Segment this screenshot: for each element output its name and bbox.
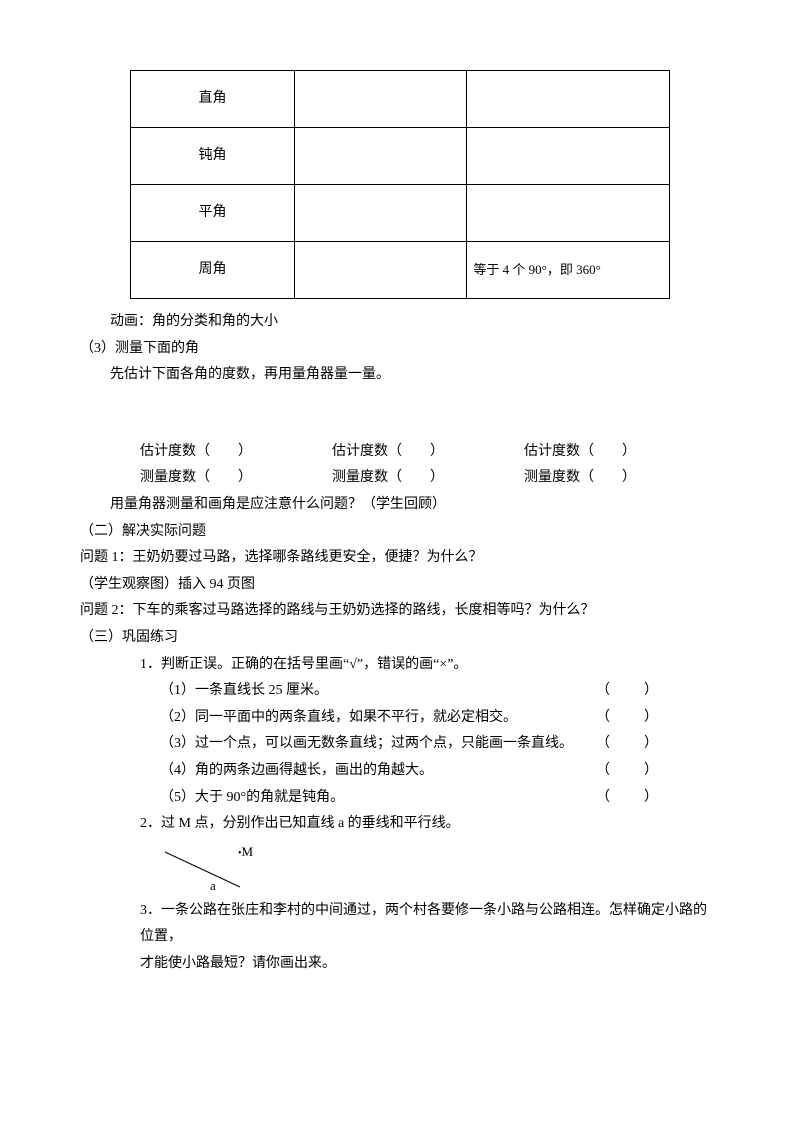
line-diagram: •M a [160,842,300,892]
cell-name: 钝角 [131,128,295,185]
judge-text: （2）同一平面中的两条直线，如果不平行，就必定相交。 [160,705,517,732]
answer-paren: （ ） [596,758,660,785]
table-row: 周角 等于 4 个 90°，即 360° [131,242,670,299]
cell-desc [467,185,670,242]
point-m-label: •M [238,840,253,865]
table-row: 平角 [131,185,670,242]
judge-item: （2）同一平面中的两条直线，如果不平行，就必定相交。 （ ） [80,705,720,732]
line-a-svg [160,842,300,892]
cell-draw [294,71,466,128]
measure-row: 测量度数（ ） 测量度数（ ） 测量度数（ ） [80,465,720,492]
judge-text: （3）过一个点，可以画无数条直线；过两个点，只能画一条直线。 [160,731,573,758]
judge-item: （4）角的两条边画得越长，画出的角越大。 （ ） [80,758,720,785]
measure-label: 测量度数（ ） [140,465,252,492]
animation-note: 动画：角的分类和角的大小 [80,309,720,336]
cell-draw [294,185,466,242]
question-2: 问题 2：下车的乘客过马路选择的路线与王奶奶选择的路线，长度相等吗？为什么？ [80,598,720,625]
measure-label: 测量度数（ ） [332,465,444,492]
estimate-row: 估计度数（ ） 估计度数（ ） 估计度数（ ） [80,439,720,466]
angle-table: 直角 钝角 平角 周角 等于 4 个 90°，即 360° [130,70,670,299]
table-row: 钝角 [131,128,670,185]
cell-desc [467,71,670,128]
estimate-label: 估计度数（ ） [524,439,636,466]
measure-label: 测量度数（ ） [524,465,636,492]
judge-item: （3）过一个点，可以画无数条直线；过两个点，只能画一条直线。 （ ） [80,731,720,758]
judge-title: 1．判断正误。正确的在括号里画“√”，错误的画“×”。 [80,652,720,679]
question-1-sub: （学生观察图）插入 94 页图 [80,572,720,599]
cell-name: 周角 [131,242,295,299]
estimate-label: 估计度数（ ） [140,439,252,466]
part-3-title: （三）巩固练习 [80,625,720,652]
protractor-question: 用量角器测量和画角是应注意什么问题？（学生回顾） [80,492,720,519]
answer-paren: （ ） [596,678,660,705]
exercise-3-line2: 才能使小路最短？请你画出来。 [80,951,720,978]
exercise-2: 2．过 M 点，分别作出已知直线 a 的垂线和平行线。 [80,811,720,838]
cell-draw [294,242,466,299]
judge-item: （1）一条直线长 25 厘米。 （ ） [80,678,720,705]
judge-text: （5）大于 90°的角就是钝角。 [160,785,344,812]
line-a-label: a [210,874,216,899]
judge-text: （4）角的两条边画得越长，画出的角越大。 [160,758,433,785]
cell-desc: 等于 4 个 90°，即 360° [467,242,670,299]
section-3-subtitle: 先估计下面各角的度数，再用量角器量一量。 [80,362,720,389]
part-2-title: （二）解决实际问题 [80,519,720,546]
section-3-title: （3）测量下面的角 [80,336,720,363]
judge-text: （1）一条直线长 25 厘米。 [160,678,328,705]
judge-item: （5）大于 90°的角就是钝角。 （ ） [80,785,720,812]
exercise-3-line1: 3．一条公路在张庄和李村的中间通过，两个村各要修一条小路与公路相连。怎样确定小路… [80,898,720,951]
cell-draw [294,128,466,185]
answer-paren: （ ） [596,705,660,732]
answer-paren: （ ） [596,731,660,758]
cell-name: 平角 [131,185,295,242]
estimate-label: 估计度数（ ） [332,439,444,466]
cell-name: 直角 [131,71,295,128]
answer-paren: （ ） [596,785,660,812]
blank-space [80,389,720,439]
table-row: 直角 [131,71,670,128]
question-1: 问题 1：王奶奶要过马路，选择哪条路线更安全，便捷？为什么？ [80,545,720,572]
cell-desc [467,128,670,185]
